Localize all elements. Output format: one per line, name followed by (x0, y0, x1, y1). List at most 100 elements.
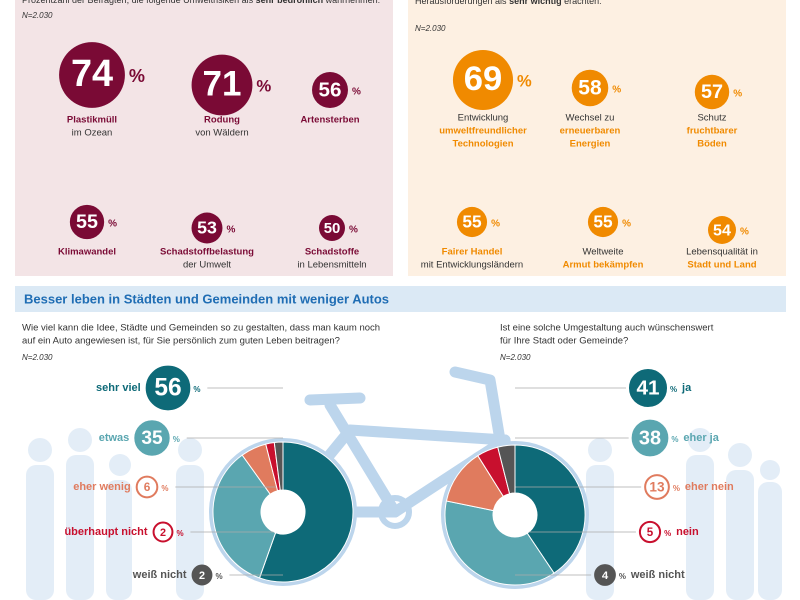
percent-sign: % (622, 219, 631, 230)
value-number: 50 (324, 220, 341, 237)
item-label: Lebensqualität in (686, 247, 758, 258)
intro-segment: erachten: (562, 0, 602, 6)
value-circle (59, 42, 125, 108)
value-number: 55 (462, 212, 482, 232)
people-silhouettes (26, 428, 782, 600)
question: für Ihre Stadt oder Gemeinde? (500, 336, 628, 347)
percent-sign: % (215, 572, 222, 581)
value-circle (587, 206, 619, 238)
value-circle (152, 521, 174, 543)
percent-sign: % (161, 484, 168, 493)
item-label: Entwicklung (458, 113, 509, 124)
intro-segment: Prozentzahl der Befragten, die folgende … (22, 0, 256, 5)
value-circle (644, 474, 670, 500)
percent-sign: % (740, 227, 749, 238)
value-circle (694, 74, 730, 110)
value-number: 38 (639, 427, 661, 449)
value-number: 69 (464, 60, 502, 98)
percent-sign: % (193, 385, 200, 394)
value-circle (69, 204, 105, 240)
percent-sign: % (664, 529, 671, 538)
value-number: 6 (144, 480, 151, 494)
item-label: Schutz (697, 113, 726, 124)
value-number: 54 (713, 221, 731, 239)
item-label: Böden (697, 139, 727, 150)
value-number: 41 (636, 376, 659, 399)
value-number: 53 (197, 218, 217, 238)
question: auf ein Auto angewiesen ist, für Sie per… (22, 336, 340, 347)
content: Prozentzahl der Befragten, die folgende … (22, 0, 758, 586)
percent-sign: % (517, 71, 532, 90)
question: Wie viel kann die Idee, Städte und Gemei… (22, 323, 380, 334)
section-title: Besser leben in Städten und Gemeinden mi… (24, 291, 389, 306)
value-number: 13 (649, 480, 665, 495)
value-circle (191, 54, 253, 116)
answer-label: nein (676, 526, 699, 538)
item-label: Artensterben (300, 115, 359, 126)
answer-label: weiß nicht (132, 569, 187, 581)
value-number: 56 (154, 374, 181, 401)
answer-label: etwas (99, 432, 130, 444)
answer-label: eher nein (685, 481, 734, 493)
percent-sign: % (173, 435, 180, 444)
value-number: 58 (578, 77, 602, 100)
answer-label: ja (681, 382, 692, 394)
value-circle (145, 365, 191, 411)
value-number: 4 (602, 570, 609, 582)
value-circle (191, 564, 213, 586)
percent-sign: % (673, 484, 680, 493)
percent-sign: % (352, 87, 361, 98)
item-label: Schadstoffbelastung (160, 247, 254, 258)
value-circle (571, 69, 609, 107)
value-circle (708, 216, 736, 244)
intro-segment: wahrnehmen: (323, 0, 380, 5)
sample-size: N=2.030 (500, 353, 531, 362)
percent-sign: % (733, 89, 742, 100)
percent-sign: % (108, 219, 117, 230)
percent-sign: % (349, 225, 358, 236)
item-label: umweltfreundlicher (439, 126, 527, 137)
percent-sign: % (256, 76, 271, 95)
intro-segment: sehr wichtig (509, 0, 562, 6)
item-label: der Umwelt (183, 260, 231, 271)
percent-sign: % (619, 572, 626, 581)
item-label: Schadstoffe (305, 247, 359, 258)
value-number: 55 (593, 212, 613, 232)
item-label: fruchtbarer (687, 126, 738, 137)
item-label: Armut bekämpfen (563, 260, 644, 271)
item-label: mit Entwicklungsländern (421, 260, 523, 271)
section-header (15, 286, 786, 312)
sample-size: N=2.030 (22, 11, 53, 20)
answer-label: eher wenig (73, 481, 130, 493)
value-circle (638, 520, 662, 544)
item-label: erneuerbaren (560, 126, 621, 137)
donut-hub (261, 490, 305, 534)
value-number: 5 (647, 526, 654, 539)
percent-sign: % (226, 225, 235, 236)
item-label: Energien (570, 139, 611, 150)
intro-text: Herausforderungen als sehr wichtig erach… (415, 0, 602, 6)
value-circle (134, 420, 170, 456)
answer-label: überhaupt nicht (64, 526, 147, 538)
item-label: in Lebensmitteln (297, 260, 366, 271)
value-circle (594, 564, 616, 586)
intro-text: Prozentzahl der Befragten, die folgende … (22, 0, 380, 5)
value-number: 56 (319, 78, 342, 101)
value-circle (191, 212, 223, 244)
percent-sign: % (491, 219, 500, 230)
value-number: 74 (71, 53, 113, 95)
sample-size: N=2.030 (415, 24, 446, 33)
answer-label: eher ja (683, 432, 719, 444)
percent-sign: % (612, 85, 621, 96)
value-circle (452, 49, 514, 111)
value-number: 2 (199, 570, 205, 582)
value-circle (319, 215, 345, 241)
value-number: 71 (203, 64, 242, 103)
item-label: Rodung (204, 115, 240, 126)
intro-segment: Herausforderungen als (415, 0, 509, 6)
question: Ist eine solche Umgestaltung auch wünsch… (500, 323, 714, 334)
percent-sign: % (176, 529, 183, 538)
value-circle (631, 419, 669, 457)
value-circle (628, 368, 668, 408)
intro-segment: sehr bedrohlich (256, 0, 324, 5)
